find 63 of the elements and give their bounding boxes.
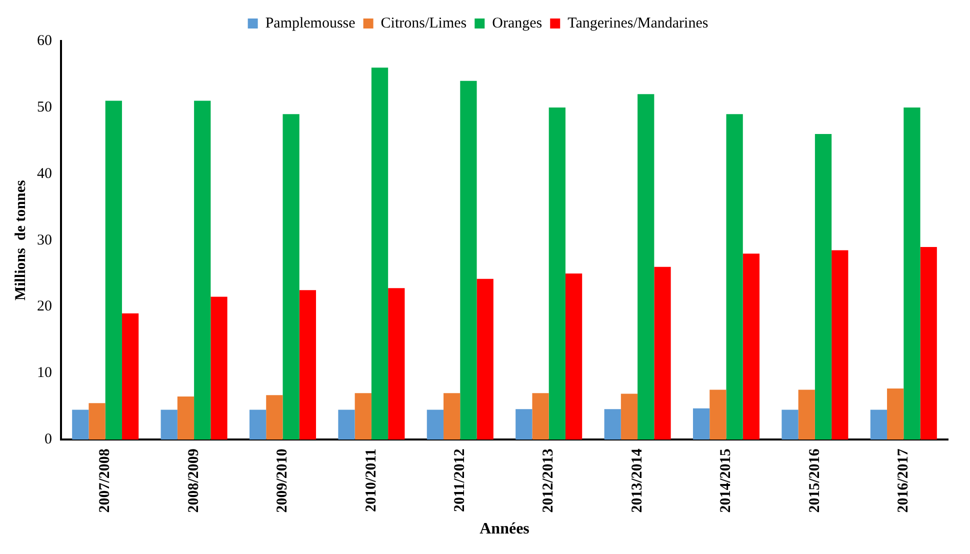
bar	[460, 80, 477, 440]
x-axis-title: Années	[480, 520, 530, 538]
bar	[832, 250, 848, 440]
bar	[870, 410, 888, 440]
bar	[476, 278, 494, 440]
bar	[266, 395, 283, 440]
bar	[371, 68, 388, 440]
bar	[177, 396, 194, 440]
bar	[814, 134, 832, 440]
x-tick-label: 2007/2008	[97, 448, 114, 513]
bar	[742, 254, 760, 440]
bar	[210, 296, 228, 440]
bar	[904, 107, 920, 440]
bar	[654, 266, 671, 440]
bar	[516, 409, 532, 440]
y-tick-label: 10	[37, 365, 52, 382]
x-tick-label: 2015/2016	[806, 448, 823, 513]
bar	[194, 100, 211, 440]
bar	[565, 274, 582, 440]
x-tick-label: 2016/2017	[896, 448, 912, 513]
bar	[798, 390, 815, 440]
x-tick-label: 2012/2013	[540, 448, 557, 513]
bar	[249, 410, 266, 440]
y-tick-label: 60	[37, 32, 52, 49]
bar	[444, 393, 460, 440]
bar	[426, 410, 444, 440]
x-tick-label: 2014/2015	[718, 448, 734, 513]
bar	[620, 394, 638, 440]
x-tick-label: 2008/2009	[186, 448, 202, 513]
bar	[920, 246, 937, 440]
y-tick-label: 50	[37, 99, 52, 116]
bar	[692, 408, 710, 440]
x-tick-label: 2013/2014	[629, 448, 646, 513]
y-tick-label: 0	[44, 432, 52, 448]
y-tick-label: 20	[37, 298, 52, 315]
bar	[532, 393, 549, 440]
bar	[887, 388, 904, 440]
bar	[338, 410, 355, 440]
y-axis-title: Millions de tonnes	[12, 180, 29, 301]
bar	[105, 100, 122, 440]
bar	[782, 410, 798, 440]
legend-label: Citrons/Limes	[380, 15, 467, 32]
bar	[299, 290, 316, 440]
bar	[710, 390, 726, 440]
legend-label: Oranges	[492, 15, 542, 32]
x-tick-label: 2009/2010	[274, 448, 291, 513]
bar	[638, 94, 654, 440]
x-tick-label: 2010/2011	[363, 448, 380, 512]
y-tick-label: 30	[37, 232, 52, 248]
legend-label: Pamplemousse	[265, 15, 356, 32]
bar	[604, 409, 621, 440]
bar	[88, 403, 106, 440]
legend-label: Tangerines/Mandarines	[568, 15, 708, 32]
x-tick-label: 2011/2012	[452, 448, 468, 512]
bar	[282, 114, 300, 440]
bar	[72, 410, 89, 440]
bar	[726, 114, 743, 440]
bar	[122, 313, 139, 440]
bar	[160, 410, 178, 440]
bar	[354, 393, 372, 440]
bar	[548, 107, 566, 440]
y-tick-label: 40	[37, 166, 52, 182]
bar	[388, 288, 405, 440]
